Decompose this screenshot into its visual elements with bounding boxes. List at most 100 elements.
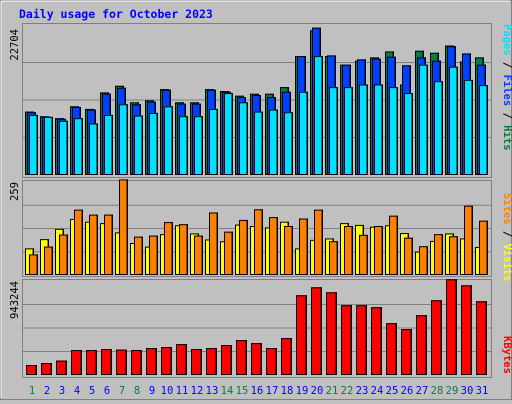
bar-kbytes-day-14	[221, 345, 232, 376]
x-label-day-20: 20	[311, 385, 324, 397]
bar-pages-day-21	[329, 87, 338, 175]
bar-pages-day-19	[299, 91, 308, 175]
bar-visits-day-23	[359, 234, 368, 276]
bar-pages-day-2	[44, 116, 53, 175]
legend-files-label: Files	[501, 75, 512, 107]
x-label-day-4: 4	[74, 385, 80, 397]
x-label-day-29: 29	[446, 385, 459, 397]
x-label-day-16: 16	[251, 385, 264, 397]
bar-visits-day-29	[449, 236, 458, 276]
legend-hits-label: Hits	[501, 125, 512, 150]
bar-pages-day-12	[194, 116, 203, 176]
bar-kbytes-day-4	[71, 350, 82, 375]
bar-pages-day-30	[464, 79, 473, 175]
bar-visits-day-5	[89, 214, 98, 276]
bar-pages-day-1	[29, 114, 38, 175]
bar-visits-day-25	[389, 215, 398, 275]
bar-visits-day-10	[164, 222, 173, 276]
x-label-day-18: 18	[281, 385, 294, 397]
bar-visits-day-14	[224, 231, 233, 275]
bar-pages-day-26	[404, 93, 413, 175]
x-label-day-8: 8	[134, 385, 140, 397]
bar-pages-day-7	[119, 104, 128, 175]
x-label-day-24: 24	[371, 385, 384, 397]
x-label-day-26: 26	[401, 385, 414, 397]
visits-ymax-label: 259	[9, 182, 21, 201]
bar-kbytes-day-13	[206, 348, 217, 376]
legend-sites-label: Sites	[501, 193, 512, 225]
kbytes-bars	[26, 279, 487, 376]
bar-pages-day-20	[314, 56, 323, 175]
x-label-day-6: 6	[104, 385, 110, 397]
bar-visits-day-6	[104, 214, 113, 276]
x-label-day-21: 21	[326, 385, 339, 397]
bar-kbytes-day-10	[161, 347, 172, 375]
legend-sites-visits: Sites / Visits	[501, 193, 512, 282]
bar-kbytes-day-7	[116, 349, 127, 376]
bar-visits-day-3	[59, 234, 68, 276]
bar-kbytes-day-18	[281, 338, 292, 376]
x-label-day-15: 15	[236, 385, 249, 397]
bar-pages-day-28	[434, 81, 443, 175]
bar-pages-day-3	[59, 120, 68, 175]
x-label-day-13: 13	[206, 385, 219, 397]
hits-ymax-label: 22704	[9, 29, 21, 61]
sites-visits-bars	[25, 179, 488, 276]
bar-kbytes-day-22	[341, 305, 352, 376]
x-label-day-28: 28	[431, 385, 444, 397]
bar-pages-day-15	[239, 102, 248, 175]
bar-visits-day-1	[29, 254, 38, 276]
bar-visits-day-18	[284, 225, 293, 276]
bar-visits-day-28	[434, 234, 443, 275]
legend-kbytes: KBytes	[501, 336, 512, 374]
x-label-day-9: 9	[149, 385, 155, 397]
x-label-day-3: 3	[59, 385, 65, 397]
bar-kbytes-day-30	[461, 285, 472, 376]
x-label-day-17: 17	[266, 385, 279, 397]
bar-visits-day-17	[269, 217, 278, 275]
bar-kbytes-day-27	[416, 315, 427, 376]
bar-visits-day-21	[329, 241, 338, 275]
x-label-day-25: 25	[386, 385, 399, 397]
legend-pages-label: Pages	[501, 24, 512, 56]
x-label-day-14: 14	[221, 385, 234, 397]
x-label-day-30: 30	[461, 385, 474, 397]
bar-kbytes-day-9	[146, 348, 157, 376]
bar-kbytes-day-23	[356, 305, 367, 376]
bar-visits-day-20	[314, 209, 323, 275]
kbytes-ymax-label: 943244	[9, 281, 21, 319]
bar-pages-day-13	[209, 108, 218, 175]
bar-kbytes-day-6	[101, 349, 112, 375]
bar-pages-day-16	[254, 111, 263, 175]
bar-visits-day-9	[149, 235, 158, 275]
bar-visits-day-24	[374, 225, 383, 276]
x-label-day-22: 22	[341, 385, 354, 397]
x-label-day-23: 23	[356, 385, 369, 397]
bar-visits-day-15	[239, 219, 248, 275]
bar-pages-day-5	[89, 123, 98, 175]
bar-visits-day-27	[419, 246, 428, 275]
bar-pages-day-4	[74, 118, 83, 175]
x-label-day-31: 31	[476, 385, 489, 397]
bar-pages-day-29	[449, 66, 458, 175]
bar-pages-day-10	[164, 106, 173, 175]
bar-pages-day-11	[179, 116, 188, 176]
bar-visits-day-19	[299, 218, 308, 276]
bar-kbytes-day-2	[41, 363, 52, 375]
bar-kbytes-day-1	[26, 365, 37, 376]
bar-pages-day-24	[374, 84, 383, 175]
bar-kbytes-day-17	[266, 348, 277, 376]
bar-kbytes-day-29	[446, 279, 457, 376]
x-axis-day-labels: 1 2 3 4 5 6 7 8 9 10 11 12 13 14 15 16 17 18 19 20 21 22 23 24 2…	[29, 385, 488, 397]
x-label-day-19: 19	[296, 385, 309, 397]
bar-kbytes-day-12	[191, 349, 202, 375]
bar-kbytes-day-20	[311, 287, 322, 375]
bar-pages-day-18	[284, 112, 293, 176]
bar-pages-day-8	[134, 115, 143, 175]
bar-visits-day-8	[134, 236, 143, 276]
x-label-day-7: 7	[119, 385, 125, 397]
legend-visits-label: Visits	[501, 244, 512, 282]
bar-kbytes-day-25	[386, 323, 397, 375]
bar-visits-day-13	[209, 212, 218, 275]
